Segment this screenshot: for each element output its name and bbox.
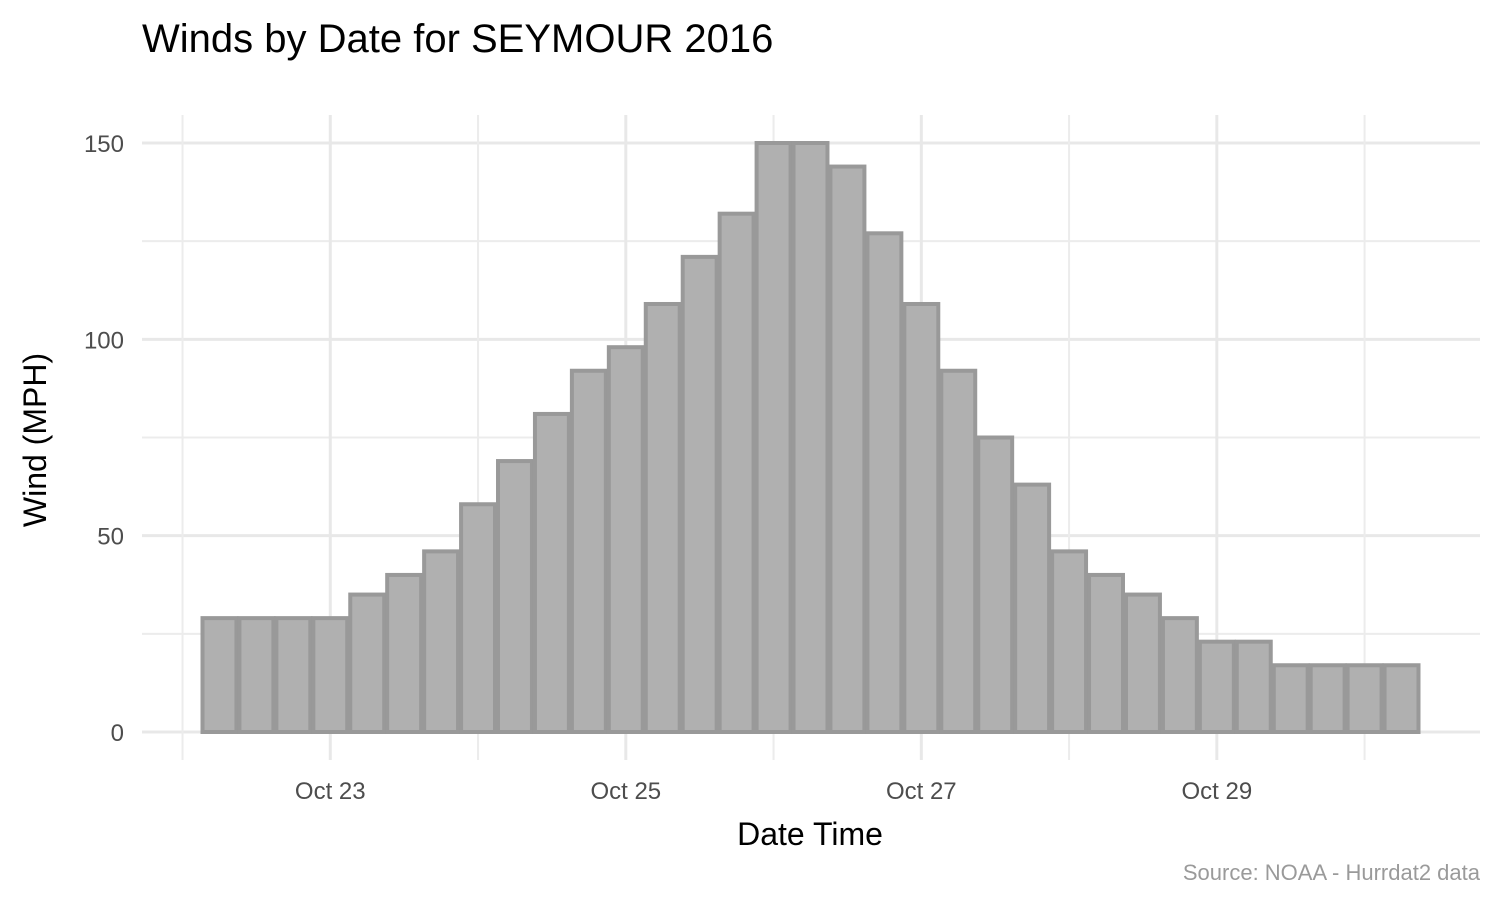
- bar: [1271, 663, 1310, 734]
- bar: [680, 254, 719, 734]
- bar: [1197, 639, 1236, 734]
- bar: [939, 368, 978, 734]
- bar: [200, 616, 239, 734]
- x-tick-label: Oct 29: [1181, 778, 1252, 805]
- bar: [754, 141, 793, 734]
- y-tick-label: 150: [84, 131, 124, 158]
- bar: [1160, 616, 1199, 734]
- bar: [569, 368, 608, 734]
- chart-title: Winds by Date for SEYMOUR 2016: [142, 17, 773, 61]
- x-tick-label: Oct 23: [295, 778, 366, 805]
- bar: [976, 435, 1015, 734]
- bar: [1382, 663, 1421, 734]
- bar: [422, 549, 461, 735]
- x-tick-label: Oct 27: [886, 778, 957, 805]
- bar: [1087, 572, 1125, 735]
- bar: [865, 231, 904, 735]
- bar: [828, 164, 867, 734]
- bar: [532, 411, 571, 734]
- y-tick-label: 50: [97, 524, 124, 551]
- bar: [1123, 592, 1162, 734]
- y-axis-title: Wind (MPH): [17, 353, 53, 527]
- bar: [643, 301, 682, 734]
- bar: [1050, 549, 1089, 735]
- bar: [348, 592, 387, 734]
- bar: [1345, 663, 1384, 734]
- bar: [606, 345, 645, 734]
- bars: [200, 141, 1421, 735]
- bar: [496, 459, 534, 734]
- bar: [459, 502, 498, 734]
- bar: [311, 616, 350, 734]
- bar: [717, 211, 756, 734]
- x-tick-label: Oct 25: [590, 778, 661, 805]
- bar: [237, 616, 276, 734]
- source-caption: Source: NOAA - Hurrdat2 data: [1183, 860, 1481, 885]
- bar: [274, 616, 313, 734]
- bar: [385, 572, 424, 735]
- y-tick-label: 0: [111, 720, 124, 747]
- y-tick-label: 100: [84, 327, 124, 354]
- bar: [1013, 482, 1052, 734]
- bar: [791, 141, 830, 734]
- bar: [1234, 639, 1273, 734]
- bar: [1308, 663, 1347, 734]
- bar: [902, 301, 941, 734]
- x-axis-ticks: Oct 23 Oct 25 Oct 27 Oct 29: [295, 778, 1252, 805]
- y-axis-ticks: 0 50 100 150: [84, 131, 124, 747]
- x-axis-title: Date Time: [737, 816, 883, 852]
